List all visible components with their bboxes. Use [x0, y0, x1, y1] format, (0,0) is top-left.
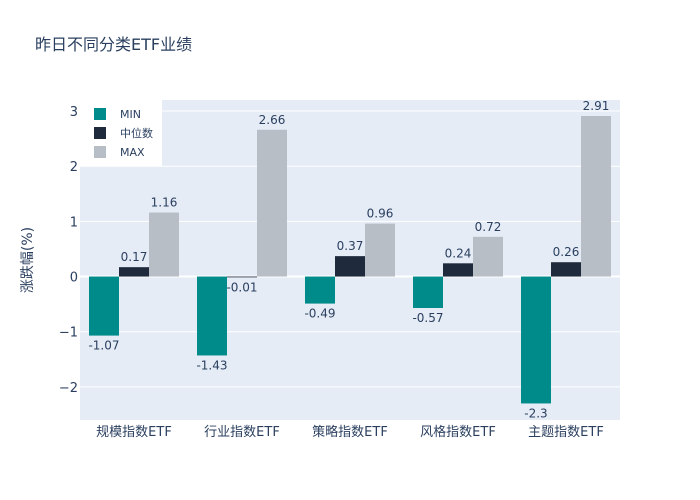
bar — [521, 276, 551, 404]
legend-label: MAX — [120, 146, 145, 159]
y-tick-label: 0 — [70, 271, 78, 286]
bars — [89, 116, 611, 404]
data-label: 2.66 — [259, 113, 286, 127]
legend[interactable]: MIN 中位数 MAX — [80, 100, 162, 166]
y-tick-label: −1 — [59, 326, 78, 341]
bar — [413, 276, 443, 308]
legend-background — [80, 100, 162, 166]
bar — [443, 263, 473, 277]
data-label: 1.16 — [151, 196, 178, 210]
data-label: 0.24 — [445, 246, 472, 260]
data-label: -0.01 — [226, 280, 257, 294]
legend-swatch — [94, 146, 106, 158]
bar — [305, 276, 335, 304]
bar — [197, 276, 227, 356]
data-label: 0.26 — [553, 245, 580, 259]
bar — [227, 276, 257, 278]
data-label: -0.49 — [304, 307, 335, 321]
bar — [149, 212, 179, 277]
x-axis-categories: 规模指数ETF 行业指数ETF 策略指数ETF 风格指数ETF 主题指数ETF — [96, 424, 604, 440]
legend-swatch — [94, 127, 106, 139]
y-axis-label: 涨跌幅(%) — [20, 227, 36, 293]
data-label: -0.57 — [412, 311, 443, 325]
legend-label: 中位数 — [120, 126, 153, 140]
bar — [473, 236, 503, 277]
y-tick-label: 1 — [70, 215, 78, 230]
y-tick-label: −2 — [59, 381, 78, 396]
legend-label: MIN — [120, 108, 141, 121]
data-label: 2.91 — [583, 99, 610, 113]
bar — [89, 276, 119, 336]
data-label: -1.43 — [196, 358, 227, 372]
bar — [551, 262, 581, 277]
data-label: 0.17 — [121, 250, 148, 264]
data-label: 0.72 — [475, 220, 502, 234]
category-label: 风格指数ETF — [420, 424, 496, 440]
y-tick-label: 2 — [70, 160, 78, 175]
data-labels: -1.07 0.17 1.16 -1.43 -0.01 2.66 -0.49 0.37 0.96… — [88, 99, 609, 420]
bar — [365, 223, 395, 277]
y-axis-ticks: −2 −1 0 1 2 3 — [59, 105, 78, 396]
data-label: -1.07 — [88, 339, 119, 353]
bar — [257, 129, 287, 277]
category-label: 策略指数ETF — [312, 424, 388, 440]
data-label: -2.3 — [524, 406, 547, 420]
bar — [119, 267, 149, 277]
chart-title: 昨日不同分类ETF业绩 — [35, 35, 192, 54]
y-tick-label: 3 — [70, 105, 78, 120]
data-label: 0.96 — [367, 207, 394, 221]
category-label: 行业指数ETF — [204, 425, 280, 440]
category-label: 规模指数ETF — [96, 425, 172, 440]
category-label: 主题指数ETF — [528, 425, 604, 440]
bar — [335, 256, 365, 277]
data-label: 0.37 — [337, 239, 364, 253]
legend-swatch — [94, 108, 106, 120]
bar — [581, 116, 611, 277]
